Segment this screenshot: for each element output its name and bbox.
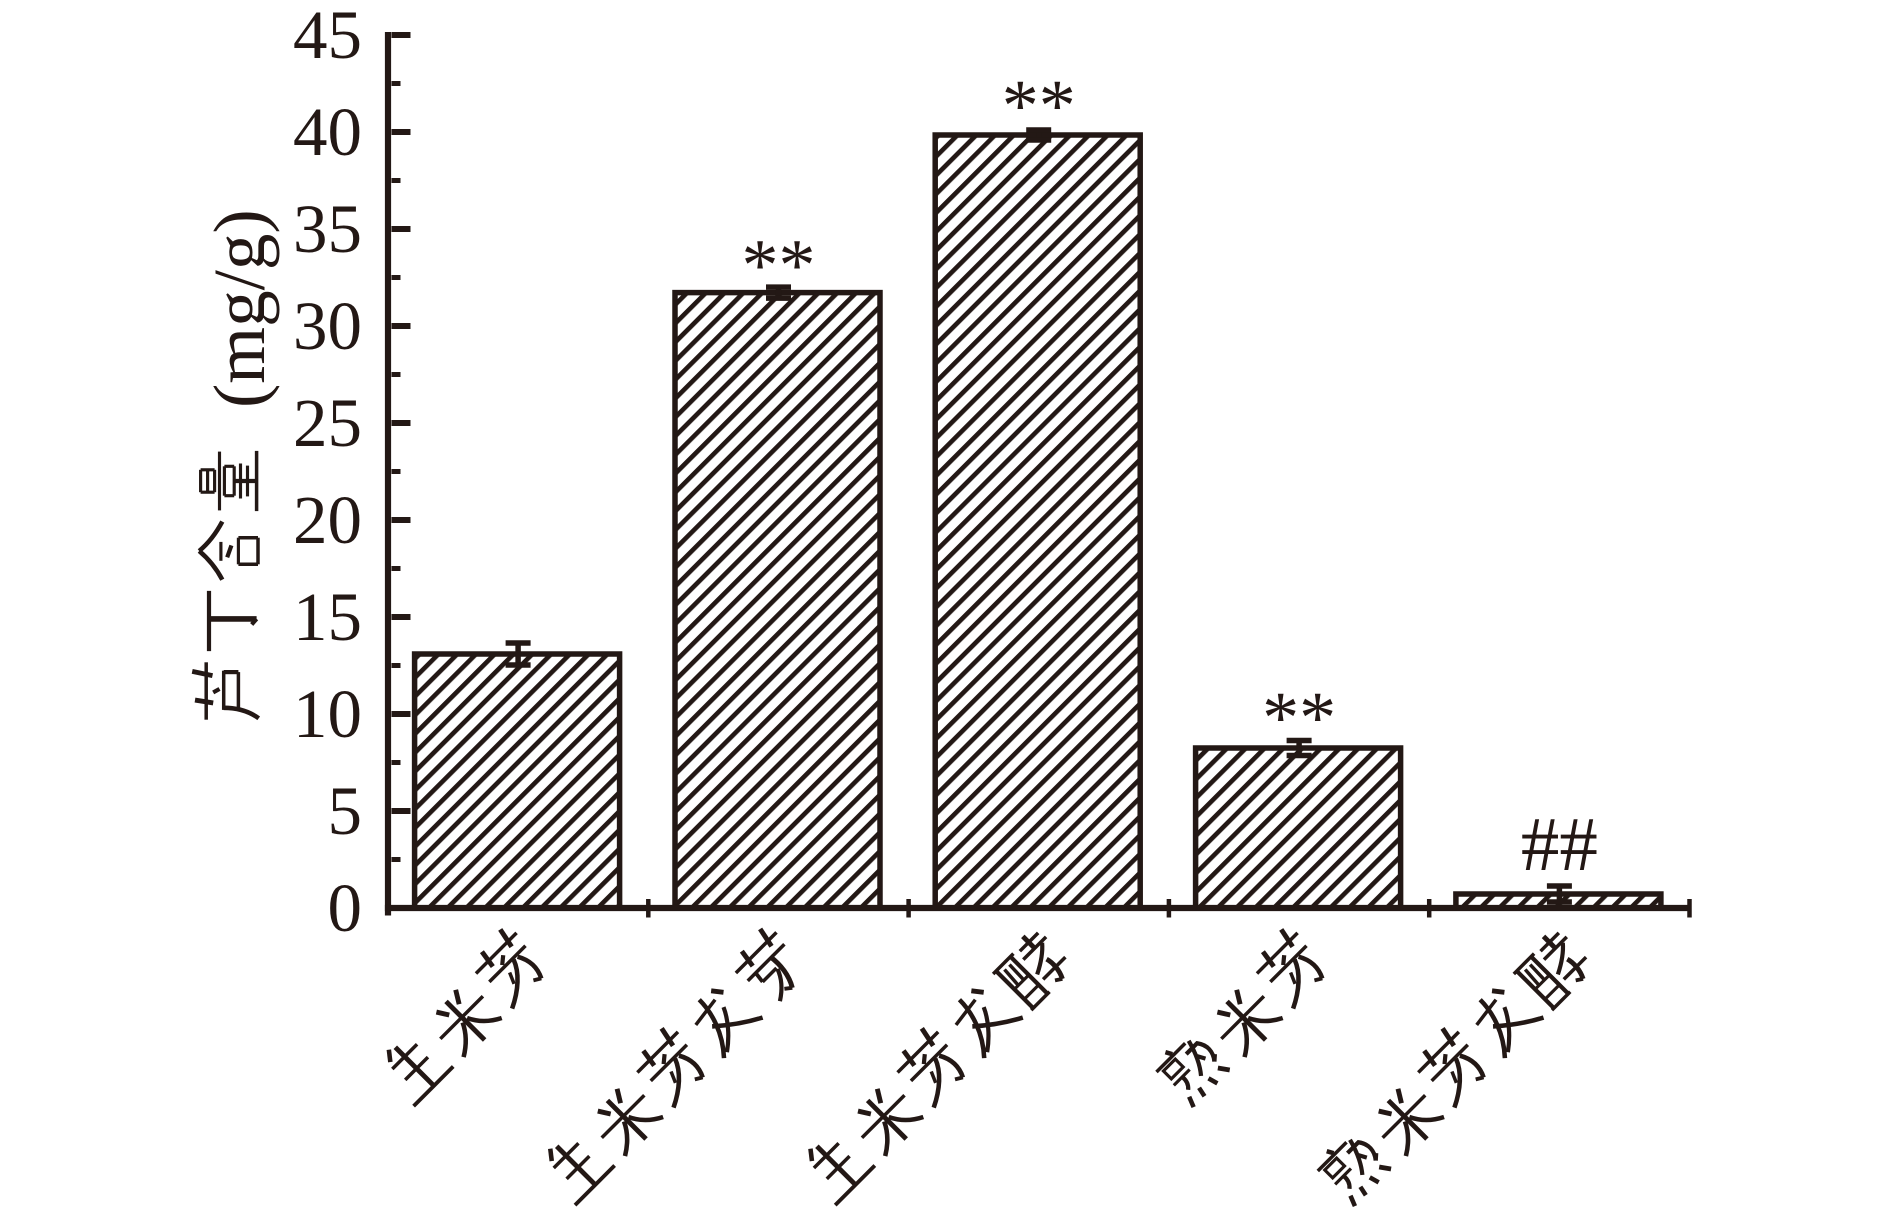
svg-text:0: 0 <box>328 870 363 946</box>
svg-text:5: 5 <box>328 773 363 849</box>
svg-text:##: ## <box>1521 801 1598 887</box>
svg-text:20: 20 <box>293 482 362 558</box>
svg-text:45: 45 <box>293 0 362 73</box>
svg-text:10: 10 <box>293 676 362 752</box>
svg-text:**: ** <box>742 225 816 307</box>
svg-text:(mg/g): (mg/g) <box>199 209 280 408</box>
svg-text:40: 40 <box>293 94 362 170</box>
svg-text:25: 25 <box>293 385 362 461</box>
svg-text:30: 30 <box>293 288 362 364</box>
svg-text:**: ** <box>1002 66 1076 148</box>
svg-text:35: 35 <box>293 191 362 267</box>
svg-text:**: ** <box>1262 678 1336 760</box>
svg-text:15: 15 <box>293 579 362 655</box>
